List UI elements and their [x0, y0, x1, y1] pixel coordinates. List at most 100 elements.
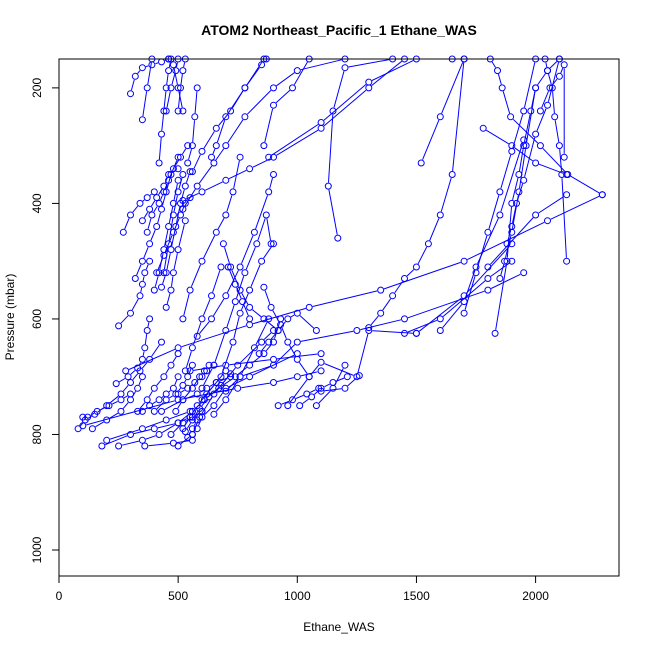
data-point [179, 396, 187, 404]
data-point [105, 402, 113, 410]
data-point [186, 367, 194, 375]
series-line-segment [302, 398, 309, 404]
series-21 [122, 191, 606, 375]
data-point [117, 396, 125, 404]
data-point [246, 315, 254, 323]
data-point [174, 373, 182, 381]
data-point [520, 176, 528, 184]
series-line-segment [538, 163, 564, 174]
data-point [377, 309, 385, 317]
data-point [184, 159, 192, 167]
series-line-segment [166, 293, 171, 305]
series-75 [184, 407, 206, 441]
series-line-segment [176, 206, 181, 224]
series-line-segment [275, 89, 291, 104]
data-point [460, 257, 468, 265]
series-line-segment [163, 247, 169, 270]
series-line-segment [464, 276, 476, 310]
data-point [150, 425, 158, 433]
series-line-segment [178, 177, 183, 189]
data-point [265, 188, 273, 196]
series-line-segment [257, 218, 266, 241]
series-line-segment [131, 298, 139, 311]
series-line-segment [157, 423, 175, 429]
series-line-segment [221, 378, 233, 387]
series-line-segment [548, 73, 552, 85]
series-line-segment [467, 221, 545, 261]
data-point [155, 199, 163, 207]
series-46 [158, 168, 194, 291]
series-line-segment [490, 262, 510, 277]
data-point [162, 269, 170, 277]
data-point [158, 58, 165, 66]
series-line-segment [295, 394, 304, 399]
series-11 [484, 191, 571, 271]
series-line-segment [164, 401, 180, 411]
series-line-segment [495, 264, 507, 330]
series-line-segment [526, 91, 536, 143]
series-line-segment [550, 195, 600, 220]
data-point [222, 142, 230, 150]
x-tick-label: 2000 [522, 589, 549, 603]
data-point [165, 240, 173, 248]
series-line-segment [252, 354, 295, 376]
data-point [484, 286, 492, 294]
data-point [141, 344, 149, 352]
series-line-segment [333, 70, 345, 108]
data-point [181, 367, 189, 375]
data-point [229, 338, 237, 346]
series-line-segment [536, 108, 547, 131]
series-line-segment [157, 258, 163, 270]
data-point [181, 217, 189, 225]
data-point [148, 61, 156, 69]
series-line-segment [269, 177, 273, 189]
series-line-segment [188, 148, 192, 160]
series-line-segment [547, 62, 559, 102]
data-point [153, 194, 161, 202]
series-line-segment [289, 344, 297, 357]
series-line-segment [193, 379, 199, 386]
data-point [484, 275, 492, 282]
data-point [124, 373, 132, 381]
series-line-segment [281, 327, 287, 339]
data-point [401, 315, 408, 323]
series-line-segment [549, 61, 558, 69]
series-line-segment [176, 440, 189, 444]
data-point [484, 228, 492, 236]
data-point [169, 165, 177, 173]
series-line-segment [185, 418, 190, 422]
series-16 [496, 84, 540, 282]
data-point [236, 309, 244, 317]
data-point [227, 107, 235, 115]
data-point [258, 338, 266, 346]
series-line-segment [243, 304, 249, 316]
series-line-segment [140, 287, 143, 293]
data-point [127, 431, 134, 438]
data-point [119, 228, 127, 236]
series-line-segment [348, 59, 390, 68]
data-point [150, 286, 158, 294]
data-point [191, 379, 199, 386]
series-73 [179, 367, 230, 433]
series-line-segment [171, 276, 174, 287]
series-line-segment [289, 379, 308, 403]
series-line-segment [183, 293, 190, 316]
series-line-segment [161, 395, 164, 398]
series-line-segment [263, 332, 272, 340]
data-point [193, 425, 201, 433]
series-line-segment [184, 379, 187, 383]
series-27 [188, 327, 277, 438]
series-40 [115, 257, 154, 330]
series-line-segment [193, 154, 201, 169]
data-point [143, 194, 151, 202]
y-tick-label: 800 [30, 424, 44, 444]
data-point [136, 292, 144, 300]
series-line-segment [100, 406, 107, 411]
data-point [127, 379, 134, 386]
series-line-segment [357, 333, 369, 374]
series-layer [74, 55, 606, 450]
series-line-segment [181, 148, 187, 155]
data-point [265, 315, 273, 323]
series-37 [134, 350, 182, 415]
series-line-segment [328, 189, 338, 235]
